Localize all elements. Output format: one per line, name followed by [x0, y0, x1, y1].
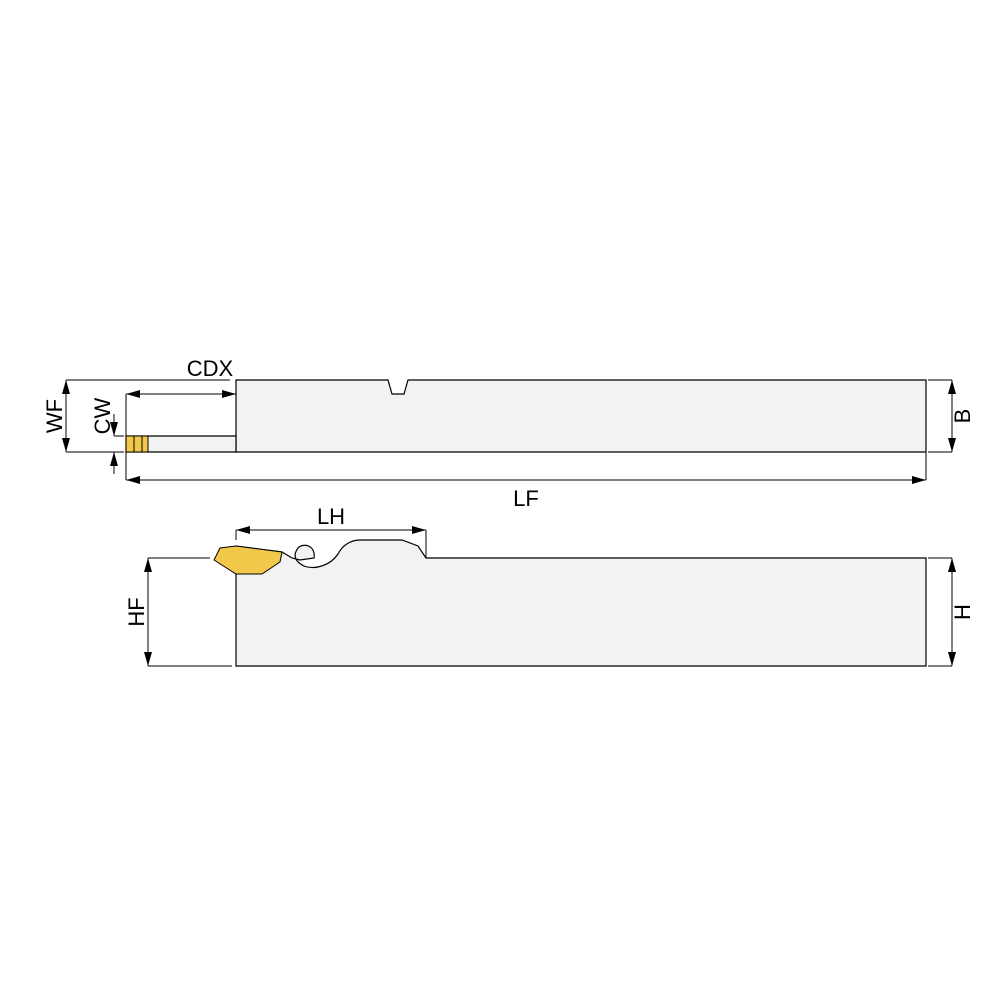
label-LF: LF	[513, 486, 539, 511]
label-H: H	[950, 604, 975, 620]
label-WF: WF	[42, 399, 67, 433]
top-view	[126, 380, 926, 452]
top-insert	[126, 436, 148, 452]
label-CW: CW	[90, 397, 115, 434]
top-shank	[236, 380, 926, 452]
label-HF: HF	[124, 597, 149, 626]
side-shank	[236, 540, 926, 666]
label-B: B	[950, 409, 975, 424]
label-CDX: CDX	[187, 356, 234, 381]
side-view	[214, 540, 926, 666]
label-LH: LH	[317, 504, 345, 529]
